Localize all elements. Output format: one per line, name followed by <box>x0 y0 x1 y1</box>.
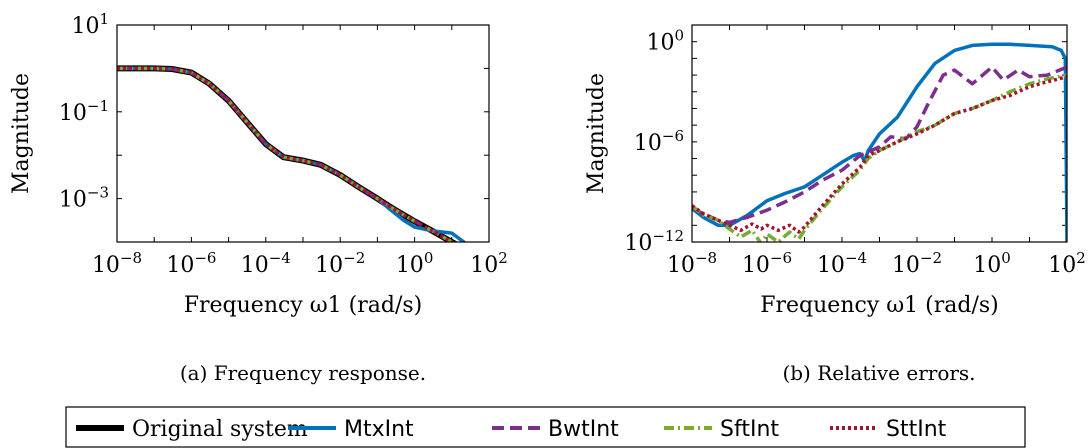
x-tick-label: 10−2 <box>892 249 942 278</box>
series-line-mtxint <box>692 42 1067 242</box>
y-axis-label: Magnitude <box>9 73 34 194</box>
legend-label: Original system <box>132 417 308 442</box>
legend-label: BwtInt <box>548 417 619 442</box>
legend-label: SttInt <box>886 417 947 442</box>
y-tick-label: 100 <box>646 27 684 56</box>
x-tick-label: 10−4 <box>241 249 291 278</box>
y-tick-label: 10−3 <box>59 184 109 213</box>
plot-frame <box>116 24 490 243</box>
x-tick-label: 10−4 <box>817 249 867 278</box>
legend-box <box>65 406 1026 448</box>
chart-caption: (a) Frequency response. <box>180 361 426 385</box>
x-tick-label: 10−8 <box>92 249 142 278</box>
series-line-mtxint <box>117 66 467 242</box>
x-tick-label: 100 <box>396 249 434 278</box>
x-tick-label: 10−8 <box>667 249 717 278</box>
y-tick-label: 10−12 <box>624 227 684 256</box>
x-axis-label: Frequency ω1 (rad/s) <box>760 293 999 318</box>
chart-caption: (b) Relative errors. <box>782 361 975 385</box>
y-tick-label: 10−1 <box>59 97 109 126</box>
legend-label: MtxInt <box>344 417 414 442</box>
y-tick-label: 10−6 <box>634 127 684 156</box>
x-tick-label: 10−6 <box>166 249 216 278</box>
y-tick-label: 101 <box>71 10 109 39</box>
series-line-sttint <box>117 66 456 242</box>
tick-marks <box>116 24 490 243</box>
y-axis-label: Magnitude <box>584 73 609 194</box>
x-axis-label: Frequency ω1 (rad/s) <box>184 293 423 318</box>
series-line-sftint <box>117 66 456 242</box>
legend-label: SftInt <box>720 417 779 442</box>
series-line-bwtint <box>117 66 456 242</box>
series-line-sttint <box>692 75 1067 234</box>
x-tick-label: 10−2 <box>315 249 365 278</box>
series-line-bwtint <box>692 65 1067 225</box>
x-tick-label: 102 <box>1048 249 1086 278</box>
chart-a: 10−8 10−6 10−4 10−2 100 102 101 10−1 10−3 Frequen… <box>9 10 508 385</box>
x-tick-label: 100 <box>973 249 1011 278</box>
legend: Original system MtxInt BwtInt SftInt SttInt <box>65 406 1026 448</box>
chart-b: 10−8 10−6 10−4 10−2 100 102 100 10−6 10−12 Freque… <box>584 24 1086 385</box>
x-tick-label: 102 <box>470 249 508 278</box>
series-line-sftint <box>692 73 1067 242</box>
plot-frame <box>691 24 1068 243</box>
x-tick-label: 10−6 <box>742 249 792 278</box>
series-line-original-system <box>117 65 459 242</box>
